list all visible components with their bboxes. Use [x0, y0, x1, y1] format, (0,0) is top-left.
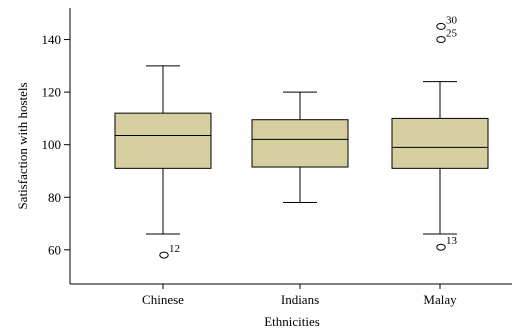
x-axis-title: Ethnicities: [264, 314, 320, 329]
box-group-chinese: 12 Chinese: [114, 65, 212, 307]
y-tick-label: 140: [42, 32, 62, 47]
outlier-point: [436, 36, 446, 44]
outlier-label: 30: [446, 14, 458, 26]
iqr-box: [251, 119, 349, 168]
outlier-label: 13: [446, 235, 458, 247]
y-tick-label: 120: [42, 85, 62, 100]
outlier-label: 12: [169, 243, 180, 255]
iqr-box: [114, 112, 212, 169]
x-tick-label: Indians: [281, 292, 319, 307]
boxes: 12 Chinese Indians 13 25 30 Malay: [114, 14, 489, 307]
outlier-point: [436, 243, 446, 251]
y-ticks: 60 80 100 120 140: [42, 32, 70, 257]
y-tick-label: 100: [42, 137, 62, 152]
x-tick-label: Malay: [423, 292, 457, 307]
y-tick-label: 80: [48, 190, 61, 205]
box-group-malay: 13 25 30 Malay: [391, 14, 489, 307]
iqr-box: [391, 117, 489, 169]
axes: [69, 8, 512, 285]
outlier-point: [159, 251, 169, 259]
y-tick-label: 60: [48, 242, 61, 257]
outlier-point: [436, 22, 446, 30]
box-group-indians: Indians: [251, 91, 349, 307]
x-tick-label: Chinese: [142, 292, 184, 307]
y-axis-title: Satisfaction with hostels: [15, 82, 30, 209]
outlier-label: 25: [446, 28, 458, 40]
